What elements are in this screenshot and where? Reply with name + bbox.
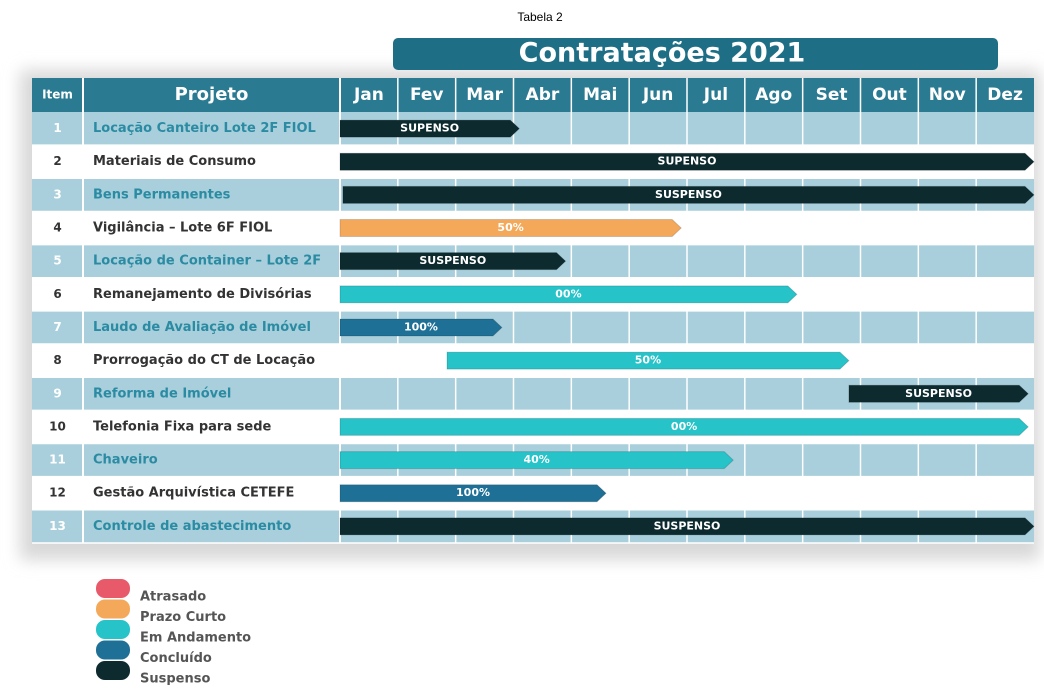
task-bar: [339, 119, 521, 138]
legend-label: Concluído: [140, 651, 212, 666]
row-project: Materiais de Consumo: [93, 154, 256, 169]
row-item: 8: [53, 353, 61, 367]
task-bar-label: SUPENSO: [400, 122, 459, 135]
month-label: Mar: [466, 85, 503, 105]
task-bar: [339, 219, 682, 238]
task-bar: [446, 351, 850, 370]
legend-swatch: [96, 620, 130, 639]
row-item: 3: [53, 187, 61, 201]
legend-label: Suspenso: [140, 672, 210, 686]
title-banner: [393, 38, 998, 70]
task-bar: [848, 384, 1029, 403]
task-bar: [339, 517, 1035, 536]
row-item: 1: [53, 121, 61, 135]
legend-swatch: [96, 599, 130, 619]
row-bg: [32, 310, 1034, 345]
task-bar: [339, 417, 1029, 436]
month-label: Abr: [526, 85, 560, 105]
task-bar: [339, 318, 503, 337]
row-project: Locação de Container – Lote 2F: [93, 254, 321, 269]
header-project: Projeto: [175, 84, 249, 105]
legend-label: Em Andamento: [140, 631, 251, 646]
task-bar-label: SUSPENSO: [655, 188, 722, 201]
row-item: 2: [53, 154, 61, 168]
task-bar-label: SUPENSO: [658, 155, 717, 168]
row-item: 11: [49, 453, 66, 467]
task-bar-label: 100%: [404, 320, 438, 333]
row-item: 4: [53, 221, 61, 235]
task-bar-label: 00%: [555, 287, 581, 300]
row-project: Remanejamento de Divisórias: [93, 287, 312, 302]
row-bg: [32, 112, 1034, 146]
task-bar-label: 00%: [671, 420, 697, 433]
row-project: Reforma de Imóvel: [93, 386, 231, 401]
task-bar-label: 50%: [497, 221, 523, 234]
row-item: 7: [53, 320, 61, 334]
task-bar-label: SUSPENSO: [419, 254, 486, 267]
row-project: Laudo de Avaliação de Imóvel: [93, 320, 311, 335]
task-bar: [339, 152, 1035, 171]
task-bar: [339, 252, 567, 271]
row-project: Prorrogação do CT de Locação: [93, 353, 315, 368]
row-item: 9: [53, 386, 61, 400]
task-bar-label: 50%: [635, 354, 661, 367]
task-bar: [339, 451, 734, 470]
task-bar: [339, 484, 607, 503]
month-label: Mai: [583, 85, 617, 105]
legend-swatch: [96, 661, 130, 680]
row-project: Vigilância – Lote 6F FIOL: [93, 221, 272, 236]
legend-label: Atrasado: [140, 590, 206, 605]
task-bar: [342, 185, 1035, 204]
task-bar: [339, 285, 798, 304]
row-item: 12: [49, 486, 66, 500]
legend-label: Prazo Curto: [140, 610, 226, 625]
task-bar-label: 100%: [456, 486, 490, 499]
month-label: Fev: [410, 85, 444, 105]
row-project: Bens Permanentes: [93, 187, 231, 202]
month-label: Set: [816, 85, 848, 105]
month-label: Jan: [353, 85, 384, 105]
month-label: Jul: [703, 85, 728, 105]
row-project: Controle de abastecimento: [93, 519, 291, 534]
row-item: 13: [49, 519, 66, 533]
row-item: 6: [53, 287, 61, 301]
row-project: Telefonia Fixa para sede: [93, 419, 271, 434]
row-project: Chaveiro: [93, 453, 158, 468]
row-project: Locação Canteiro Lote 2F FIOL: [93, 121, 316, 136]
month-label: Ago: [755, 85, 792, 105]
task-bar-label: SUSPENSO: [905, 387, 972, 400]
month-label: Nov: [929, 85, 966, 105]
month-label: Jun: [642, 85, 674, 105]
caption: Tabela 2: [517, 10, 563, 24]
row-project: Gestão Arquivística CETEFE: [93, 486, 294, 501]
row-item: 10: [49, 419, 66, 433]
month-label: Out: [872, 85, 907, 105]
legend-swatch: [96, 640, 130, 660]
month-label: Dez: [987, 85, 1023, 105]
header-bg: [32, 78, 1034, 112]
header-item: Item: [42, 88, 73, 102]
title: Contratações 2021: [519, 38, 806, 69]
row-item: 5: [53, 254, 61, 268]
task-bar-label: SUSPENSO: [654, 519, 721, 532]
legend-swatch: [96, 579, 130, 598]
task-bar-label: 40%: [523, 453, 549, 466]
